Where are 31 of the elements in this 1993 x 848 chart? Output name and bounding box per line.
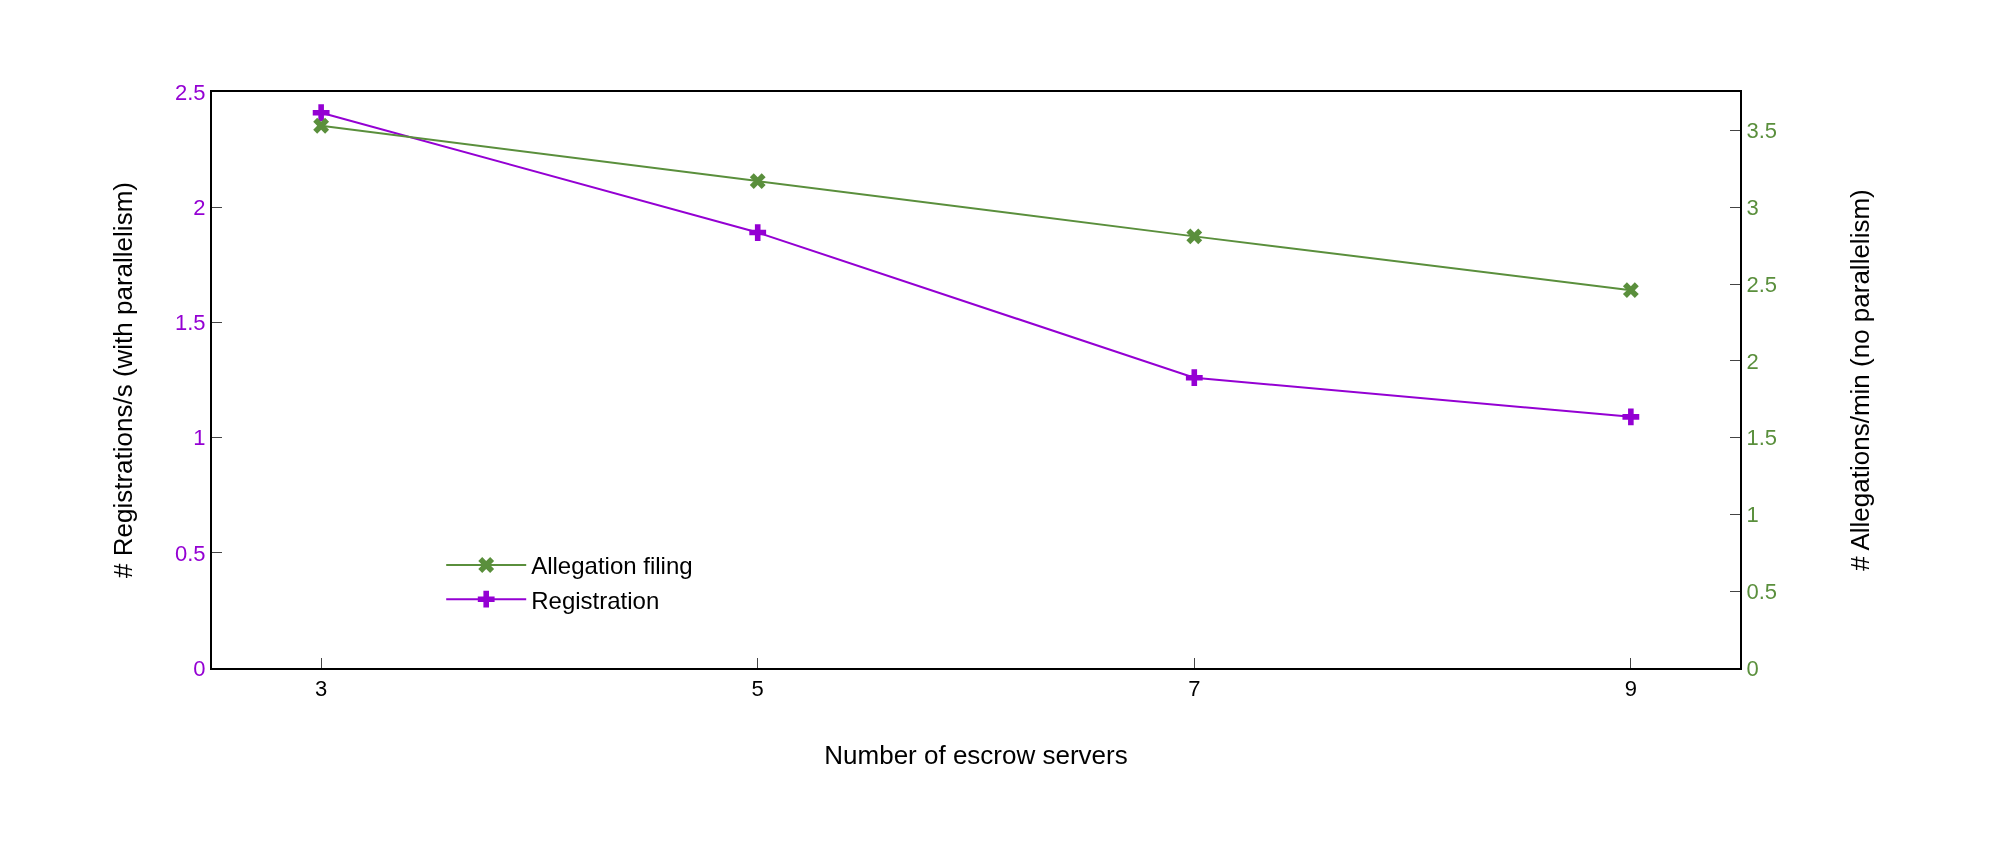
y2-tick-label: 1 bbox=[1746, 502, 1759, 528]
y-tick-label: 2 bbox=[193, 194, 206, 220]
y-tick-label: 1 bbox=[193, 425, 206, 451]
y2-tick-label: 2 bbox=[1746, 348, 1759, 374]
y2-tick-label: 3 bbox=[1746, 194, 1759, 220]
point bbox=[1622, 408, 1640, 426]
point bbox=[313, 117, 330, 134]
x-tick-label: 9 bbox=[1624, 676, 1637, 702]
point bbox=[749, 224, 767, 241]
y2-tick-label: 0.5 bbox=[1746, 578, 1777, 604]
y-axis-title: # Registrations/s (with parallelism) bbox=[107, 182, 138, 578]
y-tick-label: 1.5 bbox=[175, 310, 206, 336]
x-tick-label: 7 bbox=[1188, 676, 1201, 702]
legend-label: Registration bbox=[531, 586, 660, 614]
x-tick-label: 3 bbox=[315, 676, 328, 702]
x-axis-title: Number of escrow servers bbox=[824, 739, 1128, 770]
point bbox=[1186, 228, 1203, 245]
y2-tick-label: 2.5 bbox=[1746, 271, 1777, 297]
point bbox=[312, 104, 330, 122]
y2-axis-title: # Allegations/min (no parallelism) bbox=[1845, 189, 1876, 571]
point bbox=[1622, 282, 1639, 299]
y-tick-label: 0.5 bbox=[175, 540, 206, 566]
point bbox=[749, 173, 766, 190]
x-tick-label: 5 bbox=[751, 676, 764, 702]
y2-tick-label: 3.5 bbox=[1746, 118, 1777, 144]
y-tick-label: 2.5 bbox=[175, 79, 206, 105]
legend-label: Allegation filing bbox=[531, 552, 693, 580]
point bbox=[1185, 369, 1203, 387]
y-tick-label: 0 bbox=[193, 655, 206, 681]
y2-tick-label: 1.5 bbox=[1746, 425, 1777, 451]
y2-tick-label: 0 bbox=[1746, 655, 1759, 681]
